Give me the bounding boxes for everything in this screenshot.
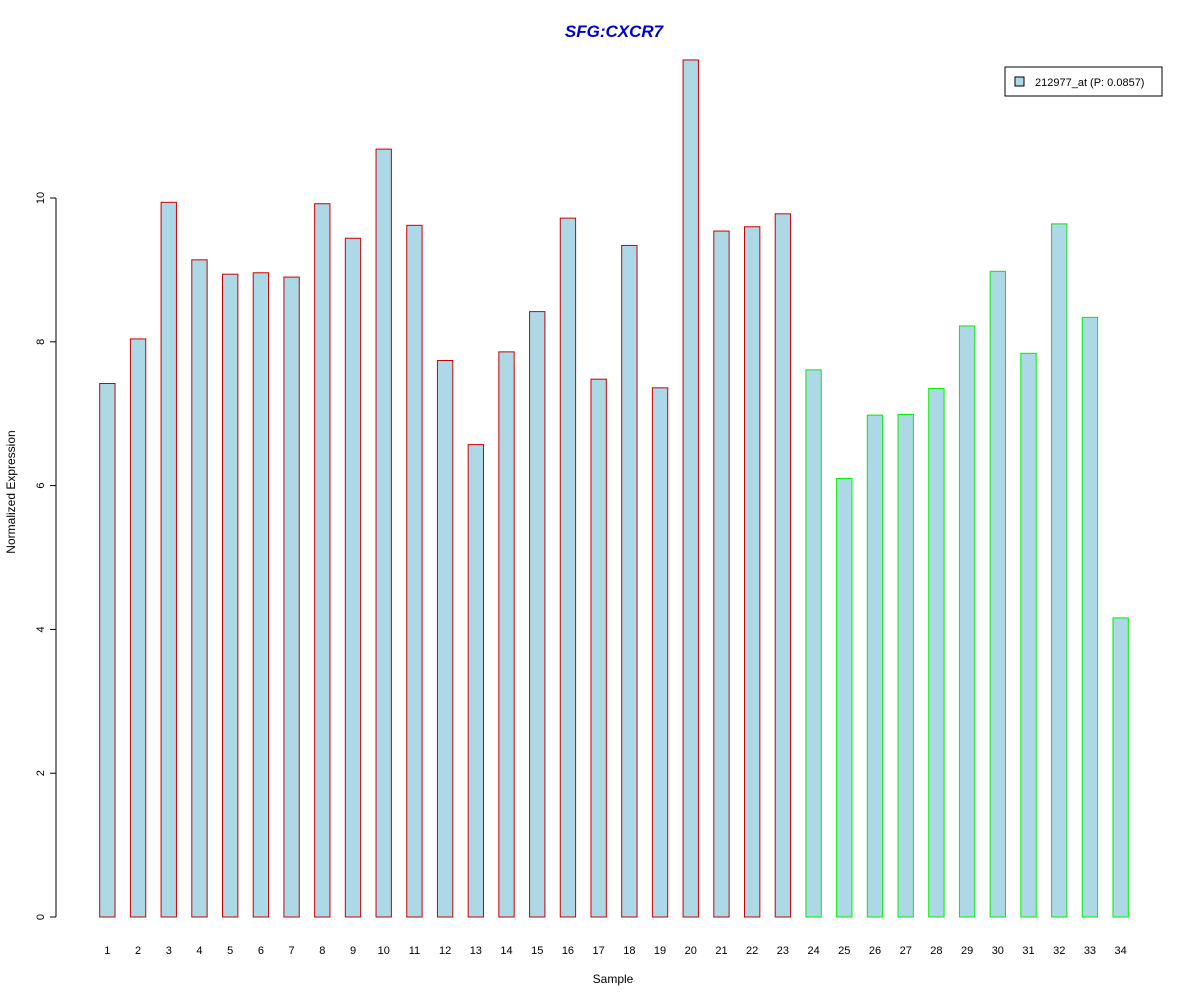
bar-sample-18: [621, 244, 638, 918]
x-tick-label: 32: [1053, 945, 1065, 957]
bar-sample-34: [1112, 617, 1129, 918]
x-axis-title: Sample: [593, 972, 634, 986]
x-tick-label: 8: [319, 945, 325, 957]
x-tick-label: 4: [196, 945, 202, 957]
bar-sample-27: [897, 413, 914, 918]
y-tick-label: 2: [35, 770, 47, 776]
x-tick-label: 25: [838, 945, 850, 957]
x-tick-label: 30: [992, 945, 1004, 957]
x-tick-label: 9: [350, 945, 356, 957]
x-axis-tick-labels: 1 2 3 4 5 6 7 8 9 10 11 12 13 14 15 16 17 18 19 20 21 22 23 24 2…: [104, 945, 1126, 957]
bar-sample-26: [866, 414, 884, 918]
x-tick-label: 33: [1084, 945, 1096, 957]
bar-sample-22: [744, 226, 761, 918]
bar-sample-10: [375, 148, 392, 918]
legend: 212977_at (P: 0.0857): [1004, 66, 1163, 97]
bar-sample-24: [805, 369, 822, 918]
x-tick-label: 5: [227, 945, 233, 957]
x-tick-label: 20: [685, 945, 697, 957]
x-tick-label: 31: [1022, 945, 1034, 957]
bar-sample-14: [498, 351, 515, 918]
x-tick-label: 15: [531, 945, 543, 957]
y-tick-label: 6: [35, 483, 47, 489]
bar-sample-31: [1020, 352, 1037, 918]
bar-sample-1: [99, 383, 116, 918]
x-tick-label: 28: [930, 945, 942, 957]
bar-sample-30: [989, 270, 1007, 918]
bar-sample-4: [191, 259, 208, 918]
x-tick-label: 23: [777, 945, 789, 957]
x-tick-label: 17: [593, 945, 605, 957]
bar-sample-3: [160, 201, 177, 918]
x-tick-label: 18: [623, 945, 635, 957]
y-tick-label: 4: [35, 626, 47, 632]
bar-sample-13: [467, 444, 484, 918]
bar-sample-17: [590, 378, 607, 918]
x-tick-label: 21: [715, 945, 727, 957]
legend-swatch: [1014, 76, 1025, 87]
x-tick-label: 10: [378, 945, 390, 957]
bar-sample-16: [559, 217, 577, 918]
bar-sample-6: [252, 272, 270, 918]
x-tick-label: 34: [1115, 945, 1127, 957]
x-tick-label: 3: [166, 945, 172, 957]
bar-sample-9: [344, 237, 362, 918]
bar-sample-8: [314, 203, 331, 918]
x-tick-label: 26: [869, 945, 881, 957]
y-axis-title: Normalized Expression: [4, 430, 18, 553]
chart-title: SFG:CXCR7: [565, 22, 665, 41]
y-tick-label: 10: [35, 192, 47, 204]
bar-sample-5: [222, 273, 239, 918]
bar-sample-21: [713, 230, 730, 918]
bar-sample-11: [406, 224, 423, 918]
x-tick-label: 7: [289, 945, 295, 957]
bar-sample-32: [1051, 223, 1068, 918]
x-tick-label: 12: [439, 945, 451, 957]
x-tick-label: 14: [500, 945, 512, 957]
legend-box: [1004, 66, 1163, 97]
y-tick-label: 0: [35, 914, 47, 920]
bars-group: [99, 59, 1129, 918]
x-tick-label: 16: [562, 945, 574, 957]
x-tick-label: 1: [104, 945, 110, 957]
bar-sample-28: [928, 388, 945, 918]
bar-sample-23: [774, 213, 792, 918]
bar-sample-12: [436, 359, 454, 918]
x-tick-label: 6: [258, 945, 264, 957]
x-tick-label: 24: [807, 945, 819, 957]
bar-sample-33: [1081, 316, 1099, 918]
bar-sample-2: [129, 338, 147, 918]
x-tick-label: 2: [135, 945, 141, 957]
bar-sample-20: [682, 59, 699, 918]
x-tick-label: 22: [746, 945, 758, 957]
bar-sample-25: [836, 477, 853, 918]
y-tick-label: 8: [35, 339, 47, 345]
x-tick-label: 29: [961, 945, 973, 957]
legend-label: 212977_at (P: 0.0857): [1035, 77, 1144, 89]
bar-sample-7: [283, 276, 300, 918]
x-tick-label: 19: [654, 945, 666, 957]
y-axis: 0 2 4 6 8 10: [35, 192, 57, 920]
bar-sample-19: [651, 387, 669, 918]
x-tick-label: 11: [409, 945, 420, 957]
bar-sample-29: [958, 325, 976, 918]
x-tick-label: 13: [470, 945, 482, 957]
x-tick-label: 27: [900, 945, 912, 957]
bar-sample-15: [529, 311, 546, 918]
